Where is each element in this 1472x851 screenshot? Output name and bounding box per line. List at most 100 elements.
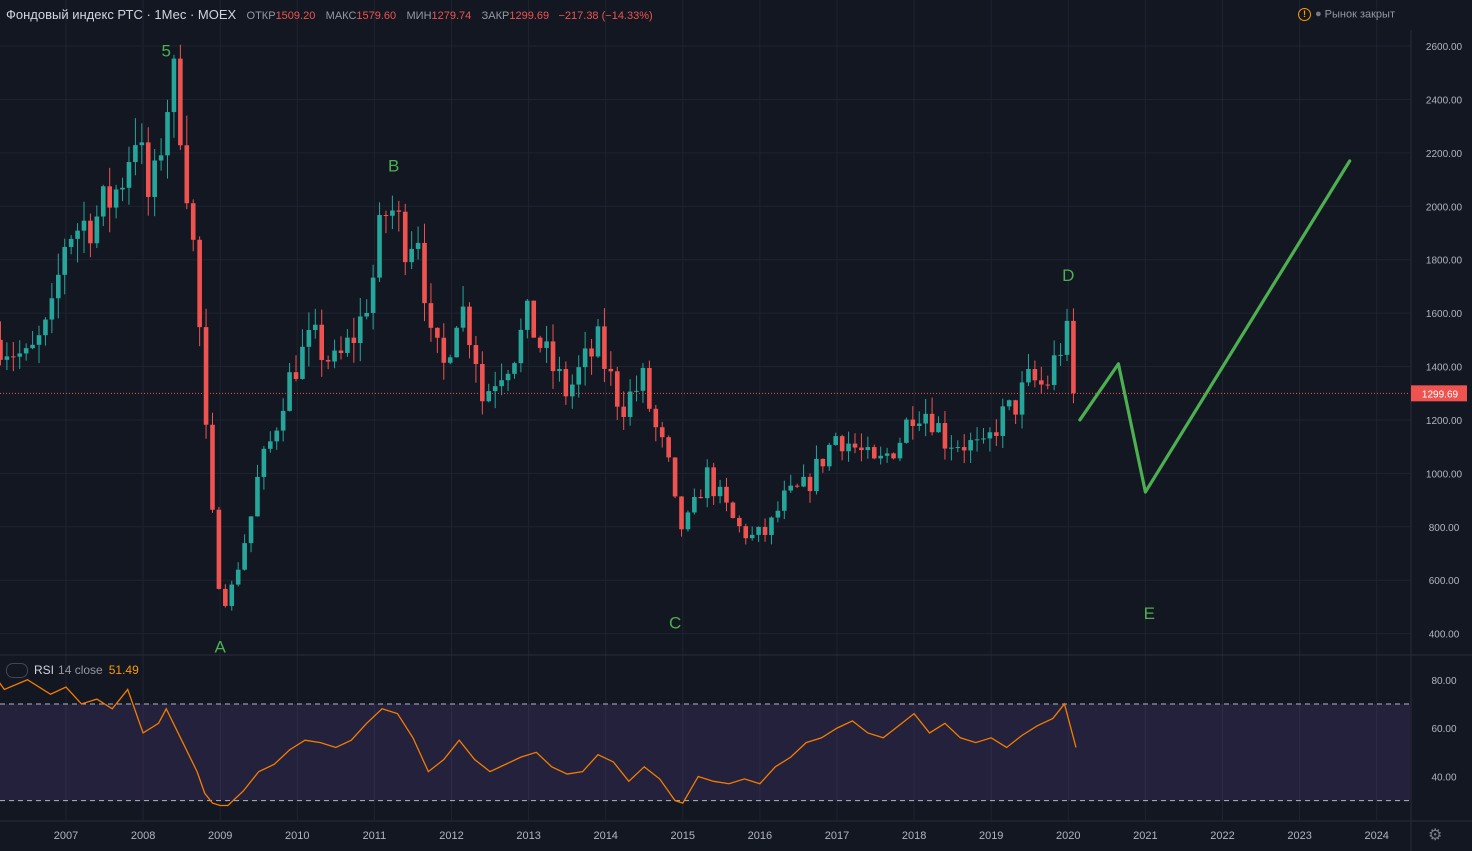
candle-body — [756, 526, 761, 535]
candle-body — [1006, 400, 1012, 407]
candle-body — [814, 458, 819, 492]
wave-labels: 5 B D A C E — [161, 42, 1154, 657]
candle-body — [274, 430, 280, 442]
x-tick-label: 2007 — [54, 830, 78, 842]
settings-gear-icon[interactable]: ⚙ — [1428, 827, 1443, 844]
candle-body — [865, 447, 871, 451]
candle-body — [107, 186, 112, 208]
candle-body — [582, 348, 588, 368]
candle-body — [685, 512, 691, 530]
x-tick-label: 2016 — [748, 830, 772, 842]
low-value: 1279.74 — [431, 10, 472, 22]
candle-body — [165, 112, 170, 156]
open-value: 1509.20 — [275, 10, 316, 22]
candle-body — [139, 142, 145, 146]
candle-body — [550, 341, 556, 372]
wave-label-D: D — [1062, 266, 1074, 285]
candle-body — [704, 467, 710, 499]
candle-body — [826, 444, 832, 467]
rsi-tick-label: 60.00 — [1431, 724, 1456, 735]
candle-body — [589, 348, 594, 357]
candle-body — [1064, 320, 1070, 355]
candle-body — [1045, 384, 1051, 386]
candle-body — [492, 386, 498, 392]
candle-body — [717, 486, 723, 497]
candle-body — [512, 363, 517, 374]
candle-body — [319, 324, 325, 361]
candle-body — [614, 371, 620, 407]
candle-body — [994, 432, 999, 436]
candle-body — [435, 327, 440, 338]
warning-icon[interactable]: ! — [1298, 8, 1311, 21]
candle-body — [312, 324, 318, 331]
wave-label-E: E — [1144, 604, 1155, 623]
y-tick-label: 600.00 — [1429, 576, 1460, 587]
candle-body — [737, 517, 742, 527]
candle-body — [171, 58, 177, 113]
candle-body — [653, 408, 659, 428]
candle-body — [49, 298, 55, 320]
candle-body — [422, 242, 427, 304]
candle-body — [807, 476, 813, 492]
candle-body — [120, 187, 125, 190]
candle-body — [916, 423, 922, 426]
candle-body — [602, 326, 607, 369]
candle-body — [235, 569, 241, 585]
candle-body — [55, 274, 61, 299]
rsi-name[interactable]: RSI — [34, 663, 55, 677]
candle-body — [833, 436, 839, 445]
rsi-tick-label: 40.00 — [1431, 772, 1456, 783]
rsi-header: RSI 14 close 51.49 — [6, 663, 139, 679]
candle-body — [62, 246, 68, 275]
candle-body — [936, 423, 941, 433]
candle-body — [974, 439, 980, 441]
candle-body — [345, 337, 350, 353]
symbol-title[interactable]: Фондовый индекс РТС · 1Мес · MOEX — [6, 7, 237, 22]
market-status[interactable]: ! ● Рынок закрыт — [1298, 8, 1395, 21]
candle-body — [569, 384, 575, 397]
candle-body — [396, 210, 402, 212]
x-tick-label: 2017 — [825, 830, 849, 842]
candle-body — [248, 516, 254, 544]
candle-body — [447, 357, 453, 363]
candle-body — [820, 458, 826, 467]
candle-body — [647, 367, 652, 409]
candle-body — [184, 145, 190, 204]
candle-body — [711, 467, 716, 497]
candle-body — [871, 447, 877, 459]
candle-body — [133, 145, 138, 163]
candle-body — [242, 543, 247, 570]
candle-body — [672, 457, 678, 497]
candle-body — [94, 216, 100, 244]
x-tick-label: 2019 — [979, 830, 1003, 842]
x-tick-label: 2011 — [363, 830, 387, 842]
candle-body — [910, 419, 916, 426]
candle-body — [730, 502, 736, 518]
candle-body — [415, 242, 421, 249]
candle-body — [987, 432, 993, 439]
collapse-toggle-icon[interactable] — [6, 663, 28, 679]
candle-body — [679, 496, 684, 530]
candle-body — [43, 319, 48, 336]
candle-body — [595, 326, 601, 357]
x-tick-label: 2024 — [1364, 830, 1388, 842]
candle-body — [383, 215, 389, 217]
x-tick-label: 2022 — [1210, 830, 1234, 842]
candle-body — [325, 360, 331, 362]
x-tick-label: 2023 — [1287, 830, 1311, 842]
candle-body — [1000, 406, 1006, 436]
candle-body — [4, 356, 10, 360]
candle-body — [923, 413, 928, 424]
candle-body — [531, 300, 537, 338]
y-tick-label: 2400.00 — [1426, 95, 1463, 106]
candle-body — [692, 497, 697, 513]
rsi-band-fill — [0, 703, 1410, 801]
candle-body — [428, 303, 434, 328]
wave-label-A: A — [215, 637, 227, 656]
candle-body — [968, 440, 973, 451]
candle-body — [293, 372, 299, 379]
candle-body — [402, 211, 408, 263]
high-label: МАКС — [325, 10, 357, 22]
candle-body — [897, 442, 903, 459]
